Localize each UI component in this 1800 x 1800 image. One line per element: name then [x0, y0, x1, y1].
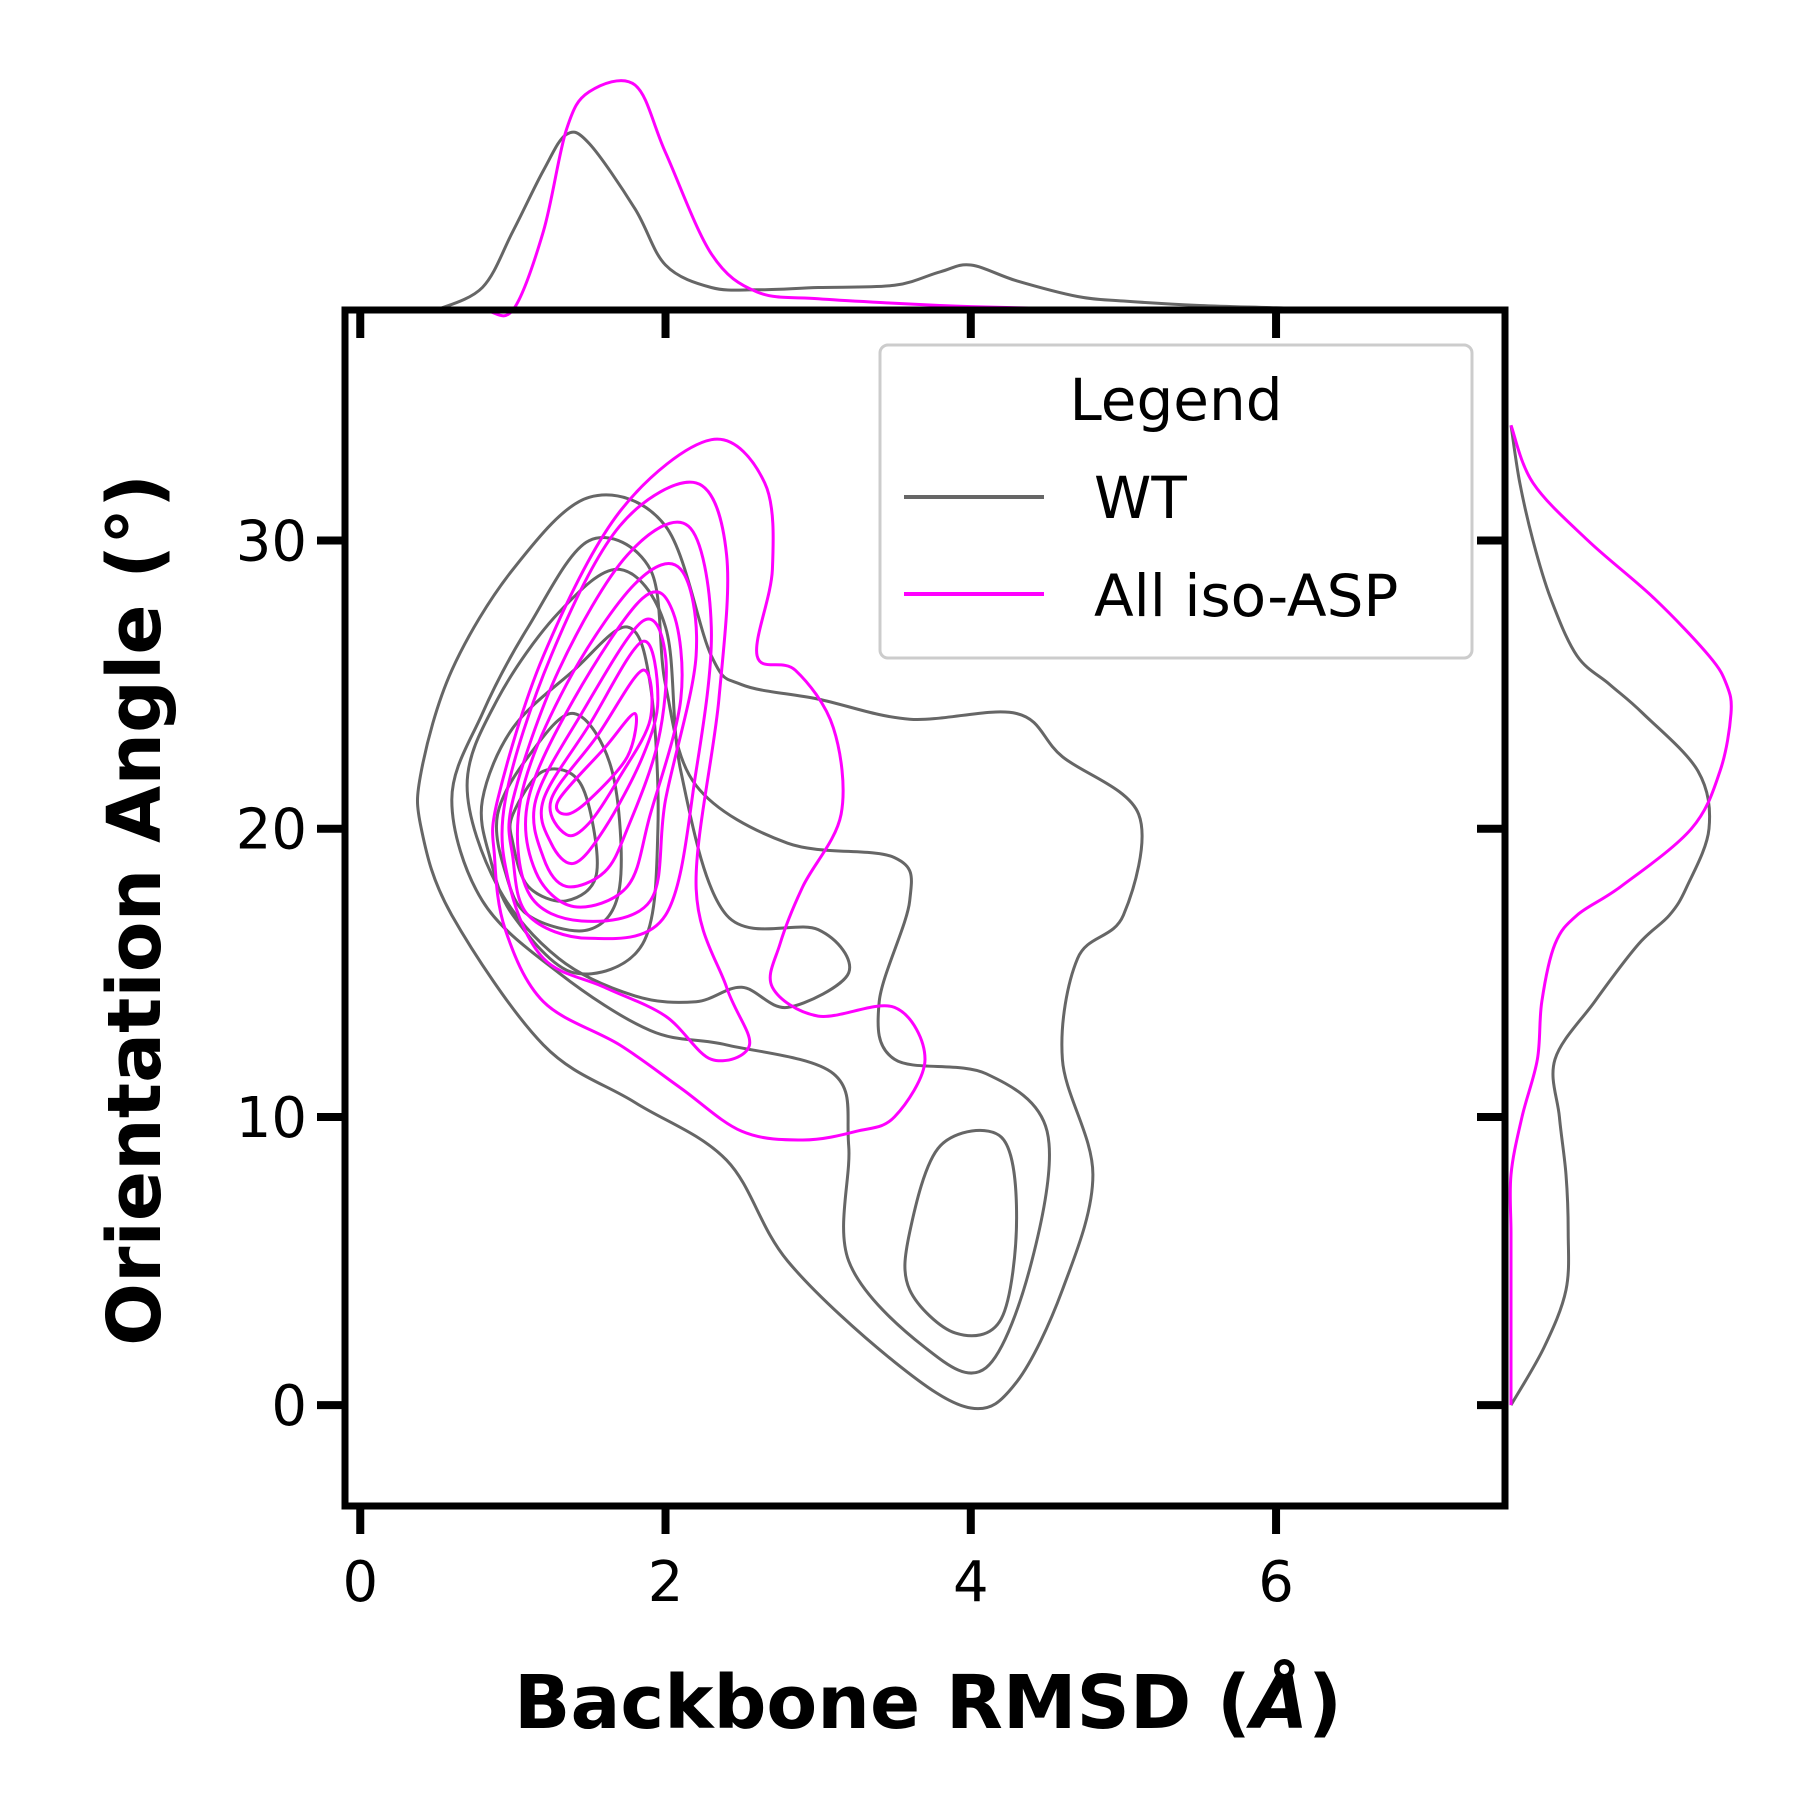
- y-tick-label: 10: [236, 1086, 307, 1151]
- x-tick-label: 6: [1258, 1550, 1294, 1615]
- contour-iso-asp-3: [515, 562, 699, 923]
- x-tick-label: 0: [342, 1550, 378, 1615]
- contour-iso-asp-4: [524, 590, 684, 909]
- contour-wt-4: [479, 625, 660, 976]
- contour-iso-asp-2: [507, 520, 713, 941]
- y-axis-label: Orientation Angle (°): [92, 474, 178, 1346]
- contour-wt-3: [903, 1128, 1019, 1338]
- plot-frame: [341, 306, 1509, 1510]
- contour-wt-2: [465, 567, 852, 1009]
- contour-iso-asp-1: [500, 480, 752, 1063]
- contour-layer: [415, 437, 1144, 1411]
- marginal-y-wt: [1509, 425, 1712, 1406]
- x-axis-label: Backbone RMSD (Å): [514, 1658, 1342, 1746]
- legend-box: [878, 343, 1474, 660]
- legend-title: Legend: [1069, 366, 1282, 434]
- contour-iso-asp-8: [554, 712, 638, 816]
- x-tick-label: 4: [953, 1550, 989, 1615]
- legend: Legend WT All iso-ASP: [878, 343, 1474, 660]
- y-tick-label: 30: [236, 510, 307, 575]
- legend-label-wt: WT: [1094, 464, 1187, 532]
- marginal-y-density: [1508, 424, 1733, 1406]
- contour-iso-asp-7: [548, 668, 654, 838]
- y-axis: 0 10 20 30: [236, 510, 1505, 1439]
- x-axis: 0 2 4 6: [342, 310, 1294, 1615]
- contour-wt-0: [415, 493, 1144, 1411]
- contour-iso-asp-6: [539, 639, 660, 866]
- y-tick-label: 20: [236, 798, 307, 863]
- marginal-x-wt: [435, 130, 1506, 312]
- marginal-x-iso-asp: [436, 79, 1505, 318]
- y-tick-label: 0: [271, 1374, 307, 1439]
- marginal-y-iso-asp: [1508, 424, 1733, 1406]
- x-tick-label: 2: [648, 1550, 684, 1615]
- contour-wt-5: [494, 711, 623, 933]
- contour-iso-asp-0: [491, 437, 927, 1142]
- legend-label-iso-asp: All iso-ASP: [1094, 562, 1398, 630]
- marginal-x-density: [435, 79, 1506, 318]
- contour-iso-asp-5: [532, 617, 668, 889]
